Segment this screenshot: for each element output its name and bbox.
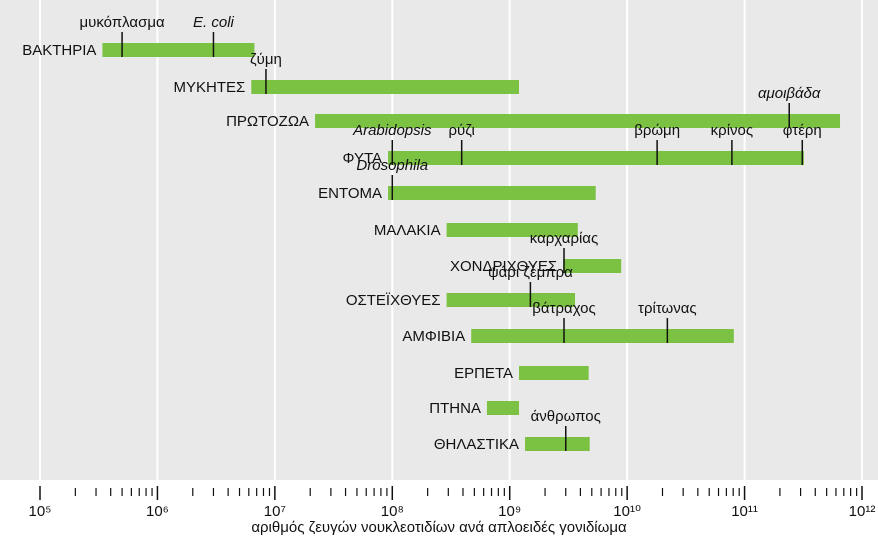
row-label: ΠΤΗΝΑ [429,400,481,417]
row-label: ΦΥΤΑ [342,150,382,167]
row-label: ΜΑΛΑΚΙΑ [374,222,441,239]
range-bar [251,80,520,94]
row-label: ΒΑΚΤΗΡΙΑ [22,42,96,59]
x-tick-label: 10⁵ [29,503,52,520]
marker-label: E. coli [193,14,235,31]
range-bar [471,329,734,343]
marker-label: ψάρι ζέμπρα [488,264,573,281]
range-bar [315,114,841,128]
marker-label: φτέρη [783,122,822,139]
range-bar [563,259,622,273]
marker-label: ζύμη [250,51,282,68]
marker-label: τρίτωνας [638,300,697,317]
marker-label: καρχαρίας [530,230,598,247]
range-bar [525,437,590,451]
x-axis-label: αριθμός ζευγών νουκλεοτιδίων ανά απλοειδ… [251,519,627,536]
x-tick-label: 10¹¹ [731,503,758,520]
range-bar [388,186,596,200]
row-label: ΜΥΚΗΤΕΣ [174,79,246,96]
range-bar [388,151,804,165]
row-label: ΕΝΤΟΜΑ [318,185,382,202]
marker-label: βάτραχος [532,300,595,317]
marker-label: Drosophila [356,157,428,174]
marker-label: μυκόπλασμα [79,14,164,31]
x-tick-label: 10⁹ [498,503,521,520]
x-tick-label: 10¹⁰ [613,503,641,520]
marker-label: ρύζι [448,122,474,139]
x-tick-label: 10⁶ [146,503,169,520]
range-bar [446,293,576,307]
x-tick-label: 10¹² [849,503,876,520]
row-label: ΑΜΦΙΒΙΑ [402,328,465,345]
range-bar [486,401,520,415]
x-tick-label: 10⁷ [264,503,286,520]
range-bar [519,366,589,380]
marker-label: αμοιβάδα [758,85,821,102]
marker-label: κρίνος [711,122,753,139]
row-label: ΟΣΤΕΪΧΘΥΕΣ [346,292,441,309]
marker-label: άνθρωπος [531,408,601,425]
row-label: ΠΡΩΤΟΖΩΑ [226,113,309,130]
range-bar [446,223,578,237]
row-label: ΘΗΛΑΣΤΙΚΑ [434,436,519,453]
row-label: ΕΡΠΕΤΑ [454,365,513,382]
marker-label: βρώμη [634,122,680,139]
row-label: ΧΟΝΔΡΙΧΘΥΕΣ [450,258,557,275]
marker-label: Arabidopsis [352,122,432,139]
range-bar [102,43,255,57]
x-tick-label: 10⁸ [381,503,404,520]
